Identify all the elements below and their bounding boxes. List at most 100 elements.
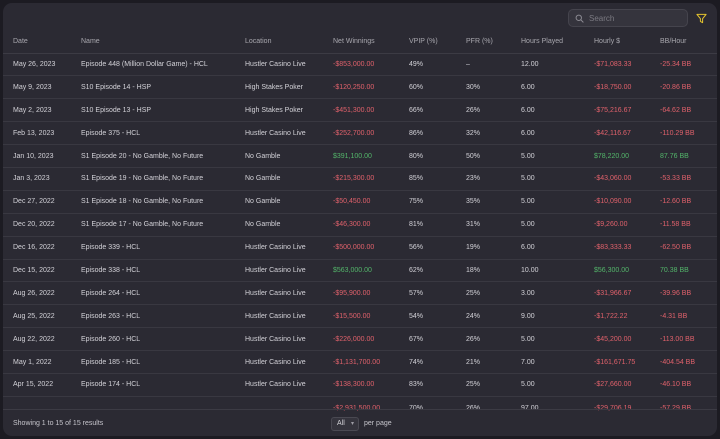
name-cell: S1 Episode 20 - No Gamble, No Future [71,144,235,168]
date-cell: Dec 20, 2022 [3,213,71,237]
pfr-cell: 25% [456,281,511,306]
hours-played-cell: 5.00 [511,144,584,168]
hours-played-cell: 6.00 [511,121,584,146]
net-winnings-cell: -$226,000.00 [323,327,399,352]
bb-hour-cell: -12.60 BB [650,190,717,214]
pfr-cell: 26% [456,98,511,123]
net-winnings-cell: $563,000.00 [323,259,399,283]
totals-net-winnings: -$2,931,500.00 [333,404,381,412]
totals-pfr: 26% [466,404,481,412]
vpip-cell: 85% [399,167,456,191]
name-cell: Episode 375 - HCL [71,121,235,146]
table-row[interactable]: Apr 15, 2022 Episode 174 - HCL Hustler Cas… [3,373,717,397]
date-cell: Aug 26, 2022 [3,281,71,306]
column-header-net-winnings[interactable]: Net Winnings [323,31,399,54]
name-cell: Episode 339 - HCL [71,236,235,260]
table-row[interactable]: May 1, 2022 Episode 185 - HCL Hustler Casi… [3,350,717,374]
table-row[interactable]: Aug 26, 2022 Episode 264 - HCL Hustler Cas… [3,281,717,306]
net-winnings-cell: -$451,300.00 [323,98,399,123]
column-header-hours-played[interactable]: Hours Played [511,31,584,54]
filter-icon[interactable] [696,13,707,24]
search-box[interactable] [568,9,688,27]
search-input[interactable] [589,13,679,23]
table-row[interactable]: Jan 3, 2023 S1 Episode 19 - No Gamble, No… [3,167,717,191]
date-cell: Aug 22, 2022 [3,327,71,352]
table-row[interactable]: May 2, 2023 S10 Episode 13 - HSP High Stak… [3,98,717,123]
hourly-cell: -$27,660.00 [584,373,650,397]
hourly-cell: $56,300.00 [584,259,650,283]
table-row[interactable]: Jan 10, 2023 S1 Episode 20 - No Gamble, N… [3,144,717,168]
table-row[interactable]: May 9, 2023 S10 Episode 14 - HSP High Stak… [3,75,717,100]
date-cell: May 2, 2023 [3,98,71,123]
column-header-bb-hour[interactable]: BB/Hour [650,31,717,54]
per-page-select[interactable]: All ▾ [331,417,359,431]
column-header-date[interactable]: Date [3,31,71,54]
location-cell: Hustler Casino Live [235,327,323,352]
table-row[interactable]: May 26, 2023 Episode 448 (Million Dollar … [3,53,717,77]
hours-played-cell: 5.00 [511,167,584,191]
vpip-cell: 54% [399,304,456,329]
toolbar [3,3,717,31]
column-header-hourly[interactable]: Hourly $ [584,31,650,54]
name-cell: S10 Episode 13 - HSP [71,98,235,123]
pfr-cell: 26% [456,327,511,352]
pfr-cell: 25% [456,373,511,397]
hourly-cell: -$18,750.00 [584,75,650,100]
chevron-down-icon: ▾ [350,421,354,427]
net-winnings-cell: -$1,131,700.00 [323,350,399,374]
column-header-pfr[interactable]: PFR (%) [456,31,511,54]
bb-hour-cell: -62.50 BB [650,236,717,260]
per-page-value: All [337,420,345,427]
location-cell: Hustler Casino Live [235,350,323,374]
name-cell: Episode 263 - HCL [71,304,235,329]
vpip-cell: 75% [399,190,456,214]
hourly-cell: -$83,333.33 [584,236,650,260]
pagination-footer: Showing 1 to 15 of 15 results All ▾ per … [3,409,717,436]
totals-vpip: 70% [409,404,424,412]
hourly-cell: -$75,216.67 [584,98,650,123]
hours-played-cell: 12.00 [511,53,584,77]
name-cell: S1 Episode 18 - No Gamble, No Future [71,190,235,214]
bb-hour-cell: -4.31 BB [650,304,717,329]
column-header-name[interactable]: Name [71,31,235,54]
table-row[interactable]: Aug 22, 2022 Episode 260 - HCL Hustler Cas… [3,327,717,352]
date-cell: Jan 10, 2023 [3,144,71,168]
table-row[interactable]: Dec 16, 2022 Episode 339 - HCL Hustler Cas… [3,236,717,260]
pfr-cell: 23% [456,167,511,191]
date-cell: Jan 3, 2023 [3,167,71,191]
date-cell: May 9, 2023 [3,75,71,100]
table-row[interactable]: Aug 25, 2022 Episode 263 - HCL Hustler Cas… [3,304,717,329]
location-cell: Hustler Casino Live [235,121,323,146]
pfr-cell: 30% [456,75,511,100]
date-cell: Aug 25, 2022 [3,304,71,329]
table-row[interactable]: Dec 20, 2022 S1 Episode 17 - No Gamble, N… [3,213,717,237]
bb-hour-cell: -110.29 BB [650,121,717,146]
name-cell: Episode 338 - HCL [71,259,235,283]
column-header-vpip[interactable]: VPIP (%) [399,31,456,54]
bb-hour-cell: -11.58 BB [650,213,717,237]
net-winnings-cell: -$50,450.00 [323,190,399,214]
location-cell: Hustler Casino Live [235,53,323,77]
vpip-cell: 49% [399,53,456,77]
hours-played-cell: 5.00 [511,327,584,352]
location-cell: High Stakes Poker [235,98,323,123]
column-header-location[interactable]: Location [235,31,323,54]
hourly-cell: -$42,116.67 [584,121,650,146]
location-cell: Hustler Casino Live [235,259,323,283]
net-winnings-cell: -$15,500.00 [323,304,399,329]
search-icon [575,14,584,23]
table-row[interactable]: Dec 27, 2022 S1 Episode 18 - No Gamble, N… [3,190,717,214]
hourly-cell: -$1,722.22 [584,304,650,329]
date-cell: Dec 27, 2022 [3,190,71,214]
table-body: May 26, 2023 Episode 448 (Million Dollar … [3,53,717,397]
bb-hour-cell: 70.38 BB [650,259,717,283]
bb-hour-cell: -39.96 BB [650,281,717,306]
totals-hourly: -$29,706.19 [594,404,632,412]
net-winnings-cell: -$120,250.00 [323,75,399,100]
table-row[interactable]: Dec 15, 2022 Episode 338 - HCL Hustler Cas… [3,259,717,283]
location-cell: Hustler Casino Live [235,304,323,329]
pfr-cell: 18% [456,259,511,283]
bb-hour-cell: -113.00 BB [650,327,717,352]
table-row[interactable]: Feb 13, 2023 Episode 375 - HCL Hustler Cas… [3,121,717,146]
hourly-cell: -$71,083.33 [584,53,650,77]
